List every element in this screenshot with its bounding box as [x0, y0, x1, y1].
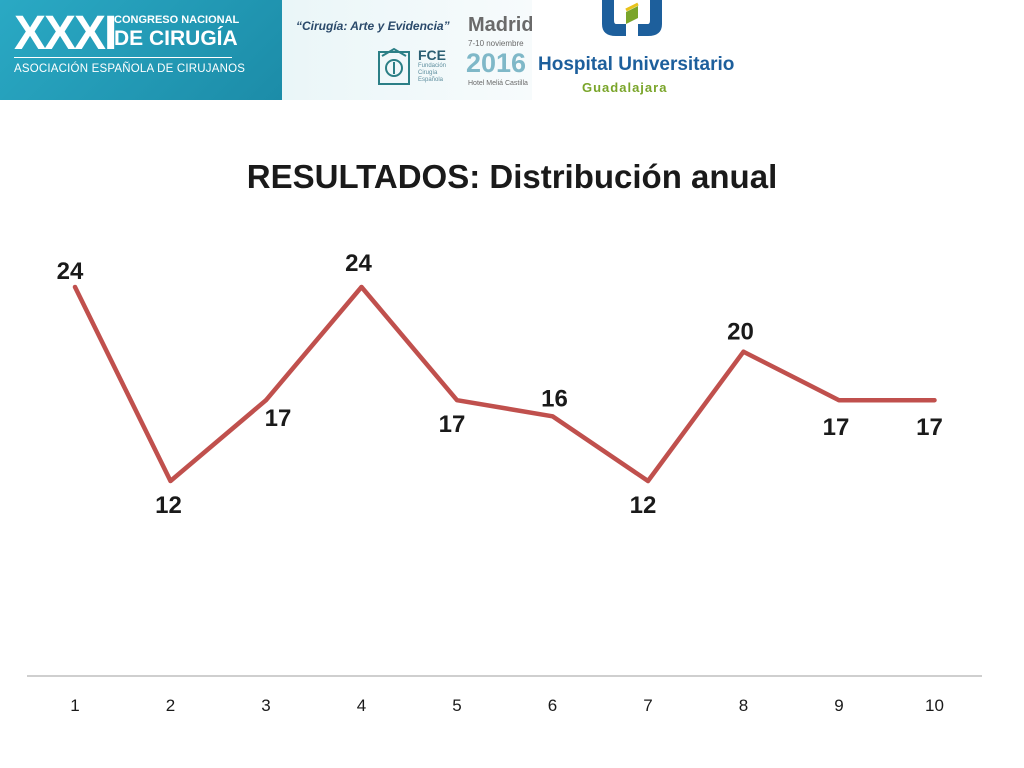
hospital-logo-icon	[602, 0, 662, 36]
data-point	[359, 285, 364, 289]
data-point	[932, 398, 937, 403]
data-point	[455, 398, 459, 403]
data-label: 16	[541, 385, 568, 412]
congress-line2: DE CIRUGÍA	[114, 27, 238, 50]
x-tick-label: 2	[166, 696, 175, 715]
motto-area: “Cirugía: Arte y Evidencia” FCE Fundació…	[282, 0, 534, 100]
x-tick-label: 4	[357, 696, 366, 715]
data-label: 12	[155, 492, 182, 519]
x-tick-label: 7	[643, 696, 652, 715]
congress-roman-numeral: XXXI	[14, 7, 117, 60]
data-label: 17	[265, 405, 292, 432]
dates-label: 7-10 noviembre	[468, 39, 524, 48]
year-label: 2016	[466, 48, 527, 78]
congress-divider	[14, 57, 232, 58]
motto-text: “Cirugía: Arte y Evidencia”	[296, 19, 450, 33]
x-tick-labels: 1 2 3 4 5 6 7 8 9 10	[70, 696, 944, 715]
data-label: 24	[345, 250, 372, 277]
x-tick-label: 10	[925, 696, 944, 715]
data-point	[73, 285, 77, 289]
data-label: 17	[439, 411, 466, 438]
data-point	[646, 479, 650, 483]
chart-title: RESULTADOS: Distribución anual	[246, 158, 778, 195]
x-tick-label: 1	[70, 696, 79, 715]
fce-name: FCE	[418, 47, 446, 63]
data-label: 24	[57, 258, 84, 285]
series-line	[72, 284, 937, 484]
data-label: 17	[916, 414, 943, 441]
hospital-city: Guadalajara	[582, 80, 668, 95]
congress-line1: CONGRESO NACIONAL	[114, 14, 240, 26]
hospital-name: Hospital Universitario	[538, 54, 735, 75]
x-tick-label: 9	[834, 696, 843, 715]
x-tick-label: 6	[548, 696, 557, 715]
x-tick-label: 5	[452, 696, 461, 715]
x-tick-label: 8	[739, 696, 748, 715]
congress-logo: XXXI CONGRESO NACIONAL DE CIRUGÍA ASOCIA…	[0, 0, 282, 100]
data-label: 12	[630, 492, 657, 519]
data-point	[837, 398, 841, 403]
venue-label: Hotel Meliá Castilla	[468, 80, 528, 87]
fce-subtitle: Fundación Cirugía Española	[418, 63, 447, 83]
data-point	[741, 349, 746, 354]
fce-seal-icon	[378, 47, 410, 85]
city-label: Madrid	[468, 14, 534, 36]
hospital-logo-area: Hospital Universitario Guadalajara	[532, 0, 735, 100]
x-tick-label: 3	[261, 696, 270, 715]
data-point	[264, 398, 268, 403]
header-banner: XXXI CONGRESO NACIONAL DE CIRUGÍA ASOCIA…	[0, 0, 1024, 100]
data-label: 17	[823, 414, 850, 441]
data-label: 20	[727, 319, 754, 346]
series-group	[72, 284, 937, 484]
data-point	[168, 479, 173, 483]
congress-line3: ASOCIACIÓN ESPAÑOLA DE CIRUJANOS	[14, 63, 246, 75]
data-point	[550, 414, 555, 419]
data-labels: 24 12 17 24 17 16 12 20 17 17	[57, 250, 943, 519]
